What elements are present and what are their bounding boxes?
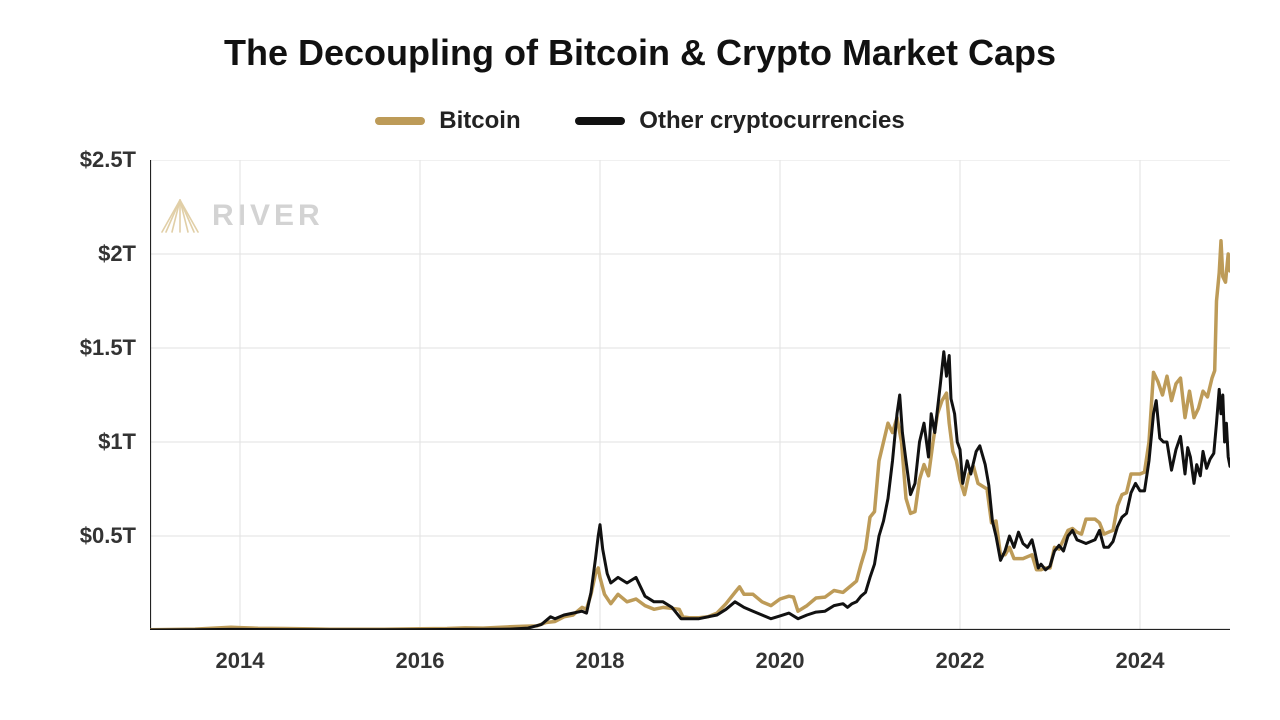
x-axis-label: 2020 bbox=[756, 648, 805, 674]
legend-swatch-bitcoin bbox=[375, 117, 425, 125]
y-axis-label: $2T bbox=[98, 241, 136, 267]
y-axis-label: $0.5T bbox=[80, 523, 136, 549]
chart-title: The Decoupling of Bitcoin & Crypto Marke… bbox=[0, 32, 1280, 74]
chart-container: The Decoupling of Bitcoin & Crypto Marke… bbox=[0, 0, 1280, 720]
x-axis-label: 2016 bbox=[396, 648, 445, 674]
plot-area bbox=[150, 160, 1230, 630]
legend-label-other: Other cryptocurrencies bbox=[639, 107, 904, 135]
legend-item-other: Other cryptocurrencies bbox=[575, 107, 904, 135]
x-axis-label: 2018 bbox=[576, 648, 625, 674]
x-axis-label: 2022 bbox=[936, 648, 985, 674]
y-axis-label: $1.5T bbox=[80, 335, 136, 361]
legend-label-bitcoin: Bitcoin bbox=[439, 107, 520, 135]
x-axis-label: 2014 bbox=[216, 648, 265, 674]
legend: Bitcoin Other cryptocurrencies bbox=[0, 104, 1280, 135]
legend-item-bitcoin: Bitcoin bbox=[375, 107, 520, 135]
legend-swatch-other bbox=[575, 117, 625, 125]
y-axis-label: $2.5T bbox=[80, 147, 136, 173]
x-axis-label: 2024 bbox=[1116, 648, 1165, 674]
y-axis-label: $1T bbox=[98, 429, 136, 455]
